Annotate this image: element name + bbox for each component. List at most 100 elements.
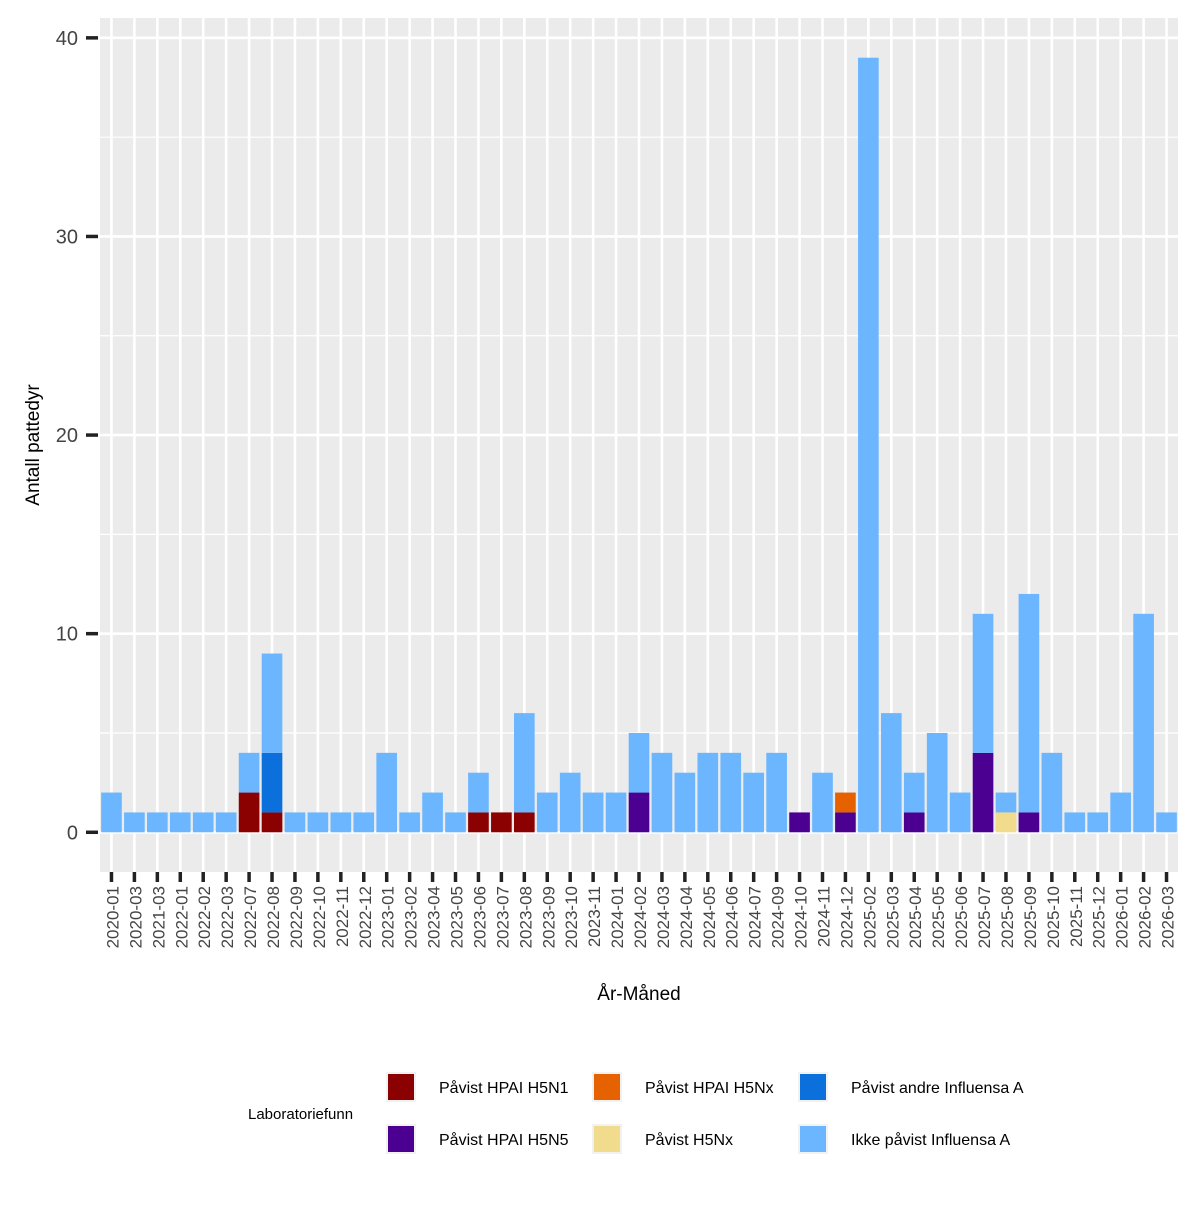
bar-segment (1018, 812, 1040, 833)
legend-label: Ikke påvist Influensa A (851, 1131, 1011, 1149)
bar-segment (422, 792, 443, 833)
x-tick-label: 2023-01 (379, 886, 398, 948)
legend-swatch (800, 1074, 826, 1100)
bar-segment (628, 792, 650, 833)
y-axis-title: Antall pattedyr (23, 384, 44, 506)
legend-label: Påvist andre Influensa A (851, 1079, 1024, 1097)
bar-segment (513, 713, 535, 813)
x-tick-label: 2025-11 (1067, 886, 1086, 947)
y-tick-label: 30 (56, 226, 78, 248)
y-tick-label: 20 (56, 425, 78, 447)
bar-segment (468, 812, 489, 833)
bar-segment (1087, 812, 1109, 833)
bar-segment (995, 792, 1017, 813)
x-tick-label: 2023-04 (425, 886, 444, 948)
bar-segment (1133, 613, 1154, 833)
x-tick-label: 2024-05 (700, 886, 719, 948)
legend-title: Laboratoriefunn (248, 1106, 353, 1123)
bar-segment (147, 812, 168, 833)
bar-segment (880, 713, 902, 833)
x-tick-label: 2022-03 (218, 886, 237, 948)
bar-segment (353, 812, 375, 833)
x-tick-label: 2020-03 (126, 886, 145, 948)
legend-label: Påvist H5Nx (645, 1131, 733, 1149)
bar-segment (169, 812, 191, 833)
bar-segment (1110, 792, 1131, 833)
x-tick-label: 2026-01 (1113, 886, 1132, 948)
bar-segment (697, 752, 719, 833)
bar-segment (582, 792, 604, 833)
legend-label: Påvist HPAI H5N1 (439, 1079, 569, 1097)
bar-segment (766, 752, 787, 833)
bar-segment (835, 812, 856, 833)
bar-segment (445, 812, 466, 833)
bar-segment (536, 792, 558, 833)
bar-segment (926, 732, 948, 833)
bar-segment (559, 772, 581, 833)
legend: Laboratoriefunn Påvist HPAI H5N1 Påvist H… (248, 1072, 1024, 1154)
bar-segment (903, 772, 925, 813)
x-tick-label: 2023-10 (562, 886, 581, 948)
x-tick-label: 2020-01 (103, 886, 122, 948)
bar-segment (261, 653, 283, 753)
x-tick-label: 2025-07 (975, 886, 994, 948)
bar-segment (1041, 752, 1063, 833)
bar-segment (376, 752, 398, 833)
bar-segment (995, 812, 1017, 833)
bar-segment (903, 812, 925, 833)
bar-segment (651, 752, 673, 833)
bar-segment (215, 812, 237, 833)
x-tick-label: 2025-04 (906, 886, 925, 948)
legend-label: Påvist HPAI H5N5 (439, 1131, 569, 1149)
x-tick-label: 2023-09 (539, 886, 558, 948)
bar-segment (491, 812, 512, 833)
legend-swatch (388, 1074, 414, 1100)
bar-segment (949, 792, 971, 833)
legend-swatch (594, 1074, 620, 1100)
x-tick-label: 2024-06 (723, 886, 742, 948)
legend-swatch (800, 1126, 826, 1152)
x-tick-label: 2022-11 (333, 886, 352, 947)
bar-segment (238, 752, 260, 793)
x-tick-label: 2025-08 (998, 886, 1017, 948)
bar-segment (743, 772, 765, 833)
bar-segment (513, 812, 535, 833)
bar-segment (124, 812, 145, 833)
bar-segment (101, 792, 122, 833)
y-tick-label: 40 (56, 28, 78, 50)
x-tick-label: 2024-10 (792, 886, 811, 948)
y-tick-label: 10 (56, 624, 78, 646)
x-tick-label: 2024-09 (769, 886, 788, 948)
x-tick-label: 2025-03 (883, 886, 902, 948)
x-tick-label: 2022-08 (264, 886, 283, 948)
x-tick-label: 2023-02 (402, 886, 421, 948)
bar-segment (972, 613, 994, 753)
bar-segment (812, 772, 833, 833)
x-tick-label: 2025-10 (1044, 886, 1063, 948)
y-axis: 0 10 20 30 40 (56, 28, 98, 844)
bar-segment (789, 812, 810, 833)
bar-segment (261, 752, 283, 813)
bar-segment (858, 57, 879, 833)
bar-segment (468, 772, 489, 813)
x-tick-label: 2024-03 (654, 886, 673, 948)
x-tick-label: 2024-01 (608, 886, 627, 948)
x-tick-label: 2021-03 (149, 886, 168, 948)
bar-segment (192, 812, 214, 833)
x-tick-label: 2024-07 (746, 886, 765, 948)
legend-label: Påvist HPAI H5Nx (645, 1079, 774, 1097)
bars (101, 57, 1177, 833)
x-tick-label: 2026-02 (1136, 886, 1155, 948)
x-tick-label: 2022-07 (241, 886, 260, 948)
x-tick-label: 2024-02 (631, 886, 650, 948)
bar-segment (720, 752, 742, 833)
legend-swatch (388, 1126, 414, 1152)
x-axis-title: År-Måned (597, 984, 680, 1005)
bar-segment (307, 812, 329, 833)
bar-segment (605, 792, 627, 833)
x-tick-label: 2023-11 (585, 886, 604, 947)
x-tick-label: 2022-09 (287, 886, 306, 948)
x-tick-label: 2023-08 (516, 886, 535, 948)
bar-segment (835, 792, 856, 813)
